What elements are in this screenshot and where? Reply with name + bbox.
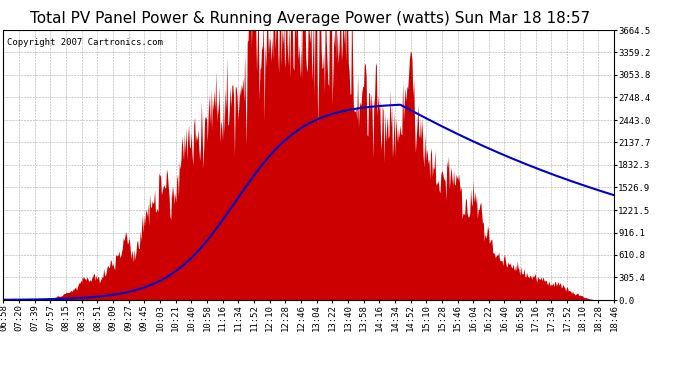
Text: Copyright 2007 Cartronics.com: Copyright 2007 Cartronics.com xyxy=(6,38,162,47)
Text: Total PV Panel Power & Running Average Power (watts) Sun Mar 18 18:57: Total PV Panel Power & Running Average P… xyxy=(30,11,591,26)
